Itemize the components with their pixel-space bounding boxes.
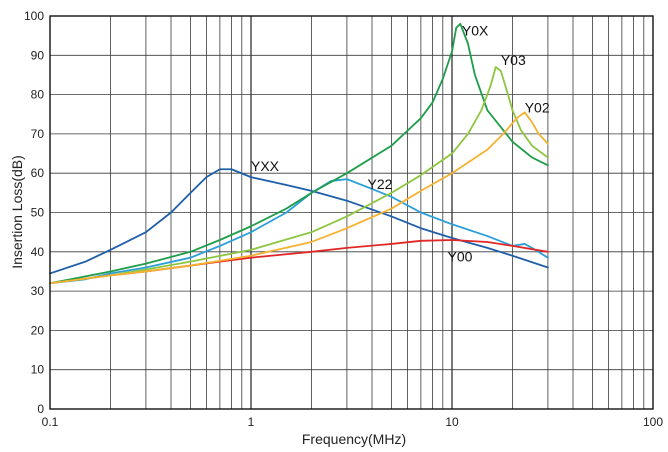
plot-frame (49, 15, 654, 410)
y-tick-label: 40 (31, 245, 45, 259)
y-tick-label: 100 (24, 9, 44, 23)
y-tick-label: 50 (31, 206, 45, 220)
y-axis-label: Insertion Loss(dB) (9, 155, 25, 269)
series-label-y02: Y02 (525, 99, 550, 115)
x-tick-label: 0.1 (42, 415, 59, 429)
plot-border (49, 15, 654, 410)
series-group (49, 22, 549, 285)
y-tick-label: 70 (31, 127, 45, 141)
series-labels: YXX Y22 Y00 Y0X Y03 Y02 (251, 23, 550, 265)
y-tick-label: 90 (31, 48, 45, 62)
x-axis-label: Frequency(MHz) (302, 431, 406, 447)
y-tick-label: 10 (31, 363, 45, 377)
series-label-y22: Y22 (368, 176, 393, 192)
y-tick-label: 60 (31, 166, 45, 180)
series-line-y22 (49, 178, 549, 285)
x-tick-label: 100 (643, 415, 663, 429)
series-label-y0x: Y0X (462, 23, 489, 39)
y-tick-label: 0 (37, 402, 44, 416)
tick-labels: 0 10 20 30 40 50 60 70 80 90 100 0.1 1 10 100 (24, 9, 663, 429)
y-tick-label: 30 (31, 284, 45, 298)
series-line-yxx (49, 168, 549, 275)
series-line-y03 (49, 66, 549, 285)
y-tick-label: 80 (31, 88, 45, 102)
x-tick-label: 10 (445, 415, 459, 429)
series-label-y00: Y00 (448, 249, 473, 265)
series-label-yxx: YXX (251, 158, 280, 174)
series-label-y03: Y03 (501, 52, 526, 68)
y-tick-label: 20 (31, 323, 45, 337)
series-line-y02 (49, 111, 549, 285)
series-line-y0x (49, 22, 549, 285)
x-tick-label: 1 (248, 415, 255, 429)
